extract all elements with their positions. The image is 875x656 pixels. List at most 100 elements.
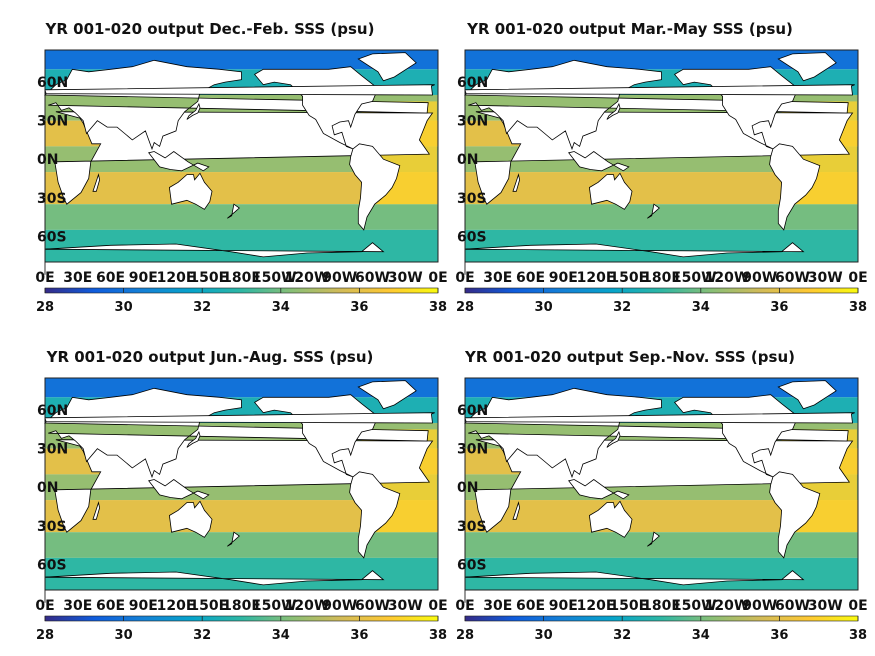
land-eurasia bbox=[44, 387, 429, 479]
land-new-zealand bbox=[227, 531, 240, 547]
x-tick-label: 90W bbox=[322, 598, 357, 614]
x-tick-label: 180E bbox=[642, 598, 681, 614]
x-tick-label: 90W bbox=[322, 270, 357, 286]
x-tick-label: 30W bbox=[808, 598, 843, 614]
colorbar-tick-label: 34 bbox=[272, 300, 290, 315]
x-tick-label: 150W bbox=[252, 270, 297, 286]
y-tick-label: 0N bbox=[457, 480, 478, 496]
x-tick-label: 0E bbox=[35, 270, 54, 286]
x-tick-label: 150E bbox=[609, 270, 648, 286]
land-japan bbox=[606, 102, 621, 120]
land-japan bbox=[606, 430, 621, 448]
land-mask bbox=[44, 52, 435, 275]
panel-title: YR 001-020 output Mar.-May SSS (psu) bbox=[467, 20, 793, 38]
x-tick-label: 30E bbox=[63, 598, 92, 614]
x-tick-label: 180E bbox=[222, 270, 261, 286]
x-tick-label: 60W bbox=[355, 598, 390, 614]
colorbar-tick-label: 30 bbox=[115, 628, 133, 643]
land-new-zealand bbox=[227, 203, 240, 219]
colorbar-tick-label: 32 bbox=[613, 628, 631, 643]
x-tick-label: 90E bbox=[129, 598, 158, 614]
x-tick-label: 60E bbox=[96, 598, 125, 614]
land-madagascar bbox=[92, 173, 101, 192]
x-tick-label: 0E bbox=[35, 598, 54, 614]
land-indonesia bbox=[148, 479, 210, 500]
y-tick-label: 60S bbox=[457, 557, 487, 573]
x-tick-label: 150W bbox=[672, 598, 717, 614]
land-greenland bbox=[357, 52, 417, 82]
colorbar-tick-label: 38 bbox=[429, 300, 447, 315]
land-australia bbox=[588, 500, 633, 538]
colorbar-tick-label: 34 bbox=[692, 628, 710, 643]
sss-panel-4: YR 001-020 output Sep.-Nov. SSS (psu) 60N… bbox=[420, 328, 867, 656]
x-tick-label: 180E bbox=[642, 270, 681, 286]
x-tick-label: 30E bbox=[483, 270, 512, 286]
x-tick-label: 120E bbox=[577, 598, 616, 614]
x-tick-label: 150E bbox=[189, 270, 228, 286]
colorbar bbox=[464, 615, 859, 622]
x-tick-label: 60E bbox=[516, 598, 545, 614]
y-tick-label: 30N bbox=[37, 442, 68, 458]
y-tick-label: 30N bbox=[457, 114, 488, 130]
colorbar-tick-label: 32 bbox=[193, 300, 211, 315]
y-tick-label: 0N bbox=[457, 152, 478, 168]
x-tick-label: 0E bbox=[428, 270, 447, 286]
colorbar-tick-label: 28 bbox=[456, 628, 474, 643]
x-tick-label: 150E bbox=[189, 598, 228, 614]
land-mask bbox=[44, 380, 435, 603]
land-eurasia bbox=[44, 59, 429, 151]
y-tick-label: 30S bbox=[37, 191, 67, 207]
land-australia bbox=[168, 500, 213, 538]
sss-band-7 bbox=[45, 532, 438, 558]
x-tick-label: 90E bbox=[549, 598, 578, 614]
colorbar-tick-label: 34 bbox=[272, 628, 290, 643]
panel-title: YR 001-020 output Dec.-Feb. SSS (psu) bbox=[45, 20, 375, 38]
land-south-america bbox=[349, 143, 401, 231]
land-indonesia bbox=[568, 151, 630, 172]
sss-panel-3: YR 001-020 output Jun.-Aug. SSS (psu) 60N… bbox=[0, 328, 448, 656]
y-tick-label: 30N bbox=[457, 442, 488, 458]
map-frame bbox=[464, 49, 859, 263]
x-tick-label: 0E bbox=[455, 598, 474, 614]
colorbar-tick-label: 30 bbox=[535, 300, 553, 315]
x-tick-label: 90E bbox=[549, 270, 578, 286]
land-japan bbox=[186, 102, 201, 120]
map-frame bbox=[44, 49, 439, 263]
x-tick-label: 60W bbox=[775, 270, 810, 286]
y-tick-label: 30S bbox=[457, 519, 487, 535]
x-tick-label: 120E bbox=[577, 270, 616, 286]
colorbar bbox=[44, 615, 439, 622]
land-greenland bbox=[357, 380, 417, 410]
sss-band-7 bbox=[465, 204, 858, 230]
x-tick-label: 90E bbox=[129, 270, 158, 286]
colorbar-tick-label: 30 bbox=[535, 628, 553, 643]
y-tick-label: 30N bbox=[37, 114, 68, 130]
colorbar bbox=[44, 287, 439, 294]
land-australia bbox=[588, 172, 633, 210]
y-tick-label: 60N bbox=[457, 403, 488, 419]
colorbar-tick-label: 36 bbox=[770, 628, 788, 643]
x-tick-label: 120E bbox=[157, 270, 196, 286]
colorbar-tick-label: 36 bbox=[770, 300, 788, 315]
y-tick-label: 60N bbox=[457, 75, 488, 91]
colorbar-tick-label: 38 bbox=[849, 300, 867, 315]
land-indonesia bbox=[148, 151, 210, 172]
x-tick-label: 0E bbox=[428, 598, 447, 614]
land-greenland bbox=[777, 380, 837, 410]
colorbar-tick-label: 32 bbox=[193, 628, 211, 643]
y-tick-label: 0N bbox=[37, 152, 58, 168]
sss-map-svg: 60N 30N 0N 30S 60S 0E 30E 60E 90E120E150E180E150… bbox=[455, 49, 868, 315]
sss-map-svg: 60N 30N 0N 30S 60S 0E 30E 60E 90E120E150E180E150… bbox=[35, 377, 448, 643]
y-tick-label: 0N bbox=[37, 480, 58, 496]
x-tick-label: 150E bbox=[609, 598, 648, 614]
x-tick-label: 30W bbox=[388, 270, 423, 286]
land-uk bbox=[44, 84, 435, 96]
land-madagascar bbox=[512, 173, 521, 192]
sss-map-svg: 60N 30N 0N 30S 60S 0E 30E 60E 90E120E150E180E150… bbox=[35, 49, 448, 315]
y-tick-label: 60S bbox=[37, 557, 67, 573]
y-tick-label: 60S bbox=[457, 229, 487, 245]
x-tick-label: 120W bbox=[705, 270, 750, 286]
land-mask bbox=[464, 52, 855, 275]
x-tick-label: 150W bbox=[252, 598, 297, 614]
sss-panel-1: YR 001-020 output Dec.-Feb. SSS (psu) 60N… bbox=[0, 0, 448, 328]
